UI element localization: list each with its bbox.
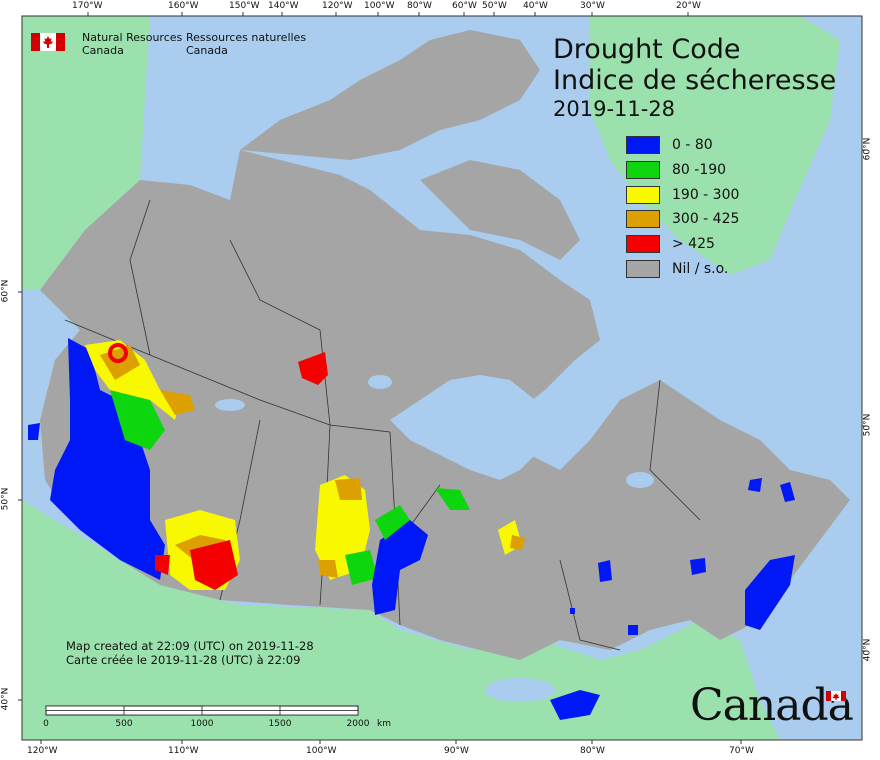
legend-swatch: [626, 235, 660, 253]
legend-swatch: [626, 260, 660, 278]
scale-bar-label: 1500: [268, 719, 292, 729]
lon-tick-label: 120°W: [27, 746, 58, 756]
lon-tick-label: 40°W: [523, 1, 548, 11]
scale-bar-label: 1000: [190, 719, 214, 729]
canada-wordmark: Canada: [690, 680, 854, 731]
zone-0-80: [550, 478, 795, 720]
arctic-island: [420, 160, 580, 260]
lon-tick-label: 110°W: [168, 746, 199, 756]
hudson-bay: [390, 375, 545, 480]
lon-tick-label: 60°W: [452, 1, 477, 11]
zone-80-190: [375, 488, 470, 540]
lon-tick-label: 140°W: [268, 1, 299, 11]
zone-80-190: [345, 550, 378, 585]
legend-item: > 425: [626, 234, 715, 254]
legend-item: 300 - 425: [626, 209, 739, 229]
legend-item: 80 -190: [626, 160, 726, 180]
legend-item: 190 - 300: [626, 185, 739, 205]
drought-zones: [28, 338, 795, 720]
alaska-land: [22, 16, 150, 290]
map-date: 2019-11-28: [553, 97, 676, 121]
legend-label: 80 -190: [672, 162, 727, 178]
zone-80-190: [110, 390, 165, 450]
legend-label: 190 - 300: [672, 187, 740, 203]
org-name-fr-line: Ressources naturelles: [186, 31, 307, 44]
map-frame: [21, 15, 863, 741]
legend-item: 0 - 80: [626, 135, 713, 155]
lon-tick-label: 160°W: [168, 1, 199, 11]
zone-0-80: [372, 520, 428, 615]
legend-label: > 425: [672, 236, 715, 252]
lat-tick-label: 40°N: [862, 638, 873, 662]
map-credit: Map created at 22:09 (UTC) on 2019-11-28…: [66, 639, 314, 667]
lon-tick-label: 170°W: [72, 1, 103, 11]
graticule-ticks: [18, 12, 866, 744]
credit-en: Map created at 22:09 (UTC) on 2019-11-28: [66, 639, 314, 653]
legend-swatch: [626, 161, 660, 179]
lon-tick-label: 30°W: [580, 1, 605, 11]
canada-flag-icon: [31, 33, 65, 51]
lon-tick-label: 120°W: [322, 1, 353, 11]
credit-fr: Carte créée le 2019-11-28 (UTC) à 22:09: [66, 653, 301, 667]
legend-label: 300 - 425: [672, 211, 740, 227]
lon-tick-label: 100°W: [364, 1, 395, 11]
lon-tick-label: 80°W: [580, 746, 605, 756]
lat-tick-label: 50°N: [0, 487, 11, 511]
usa-land: [22, 500, 780, 740]
lat-tick-label: 60°N: [862, 137, 873, 161]
lon-tick-label: 100°W: [306, 746, 337, 756]
org-name-en-line: Natural Resources: [82, 31, 183, 44]
scale-bar-label: 500: [115, 719, 133, 729]
org-name-fr-line: Canada: [186, 44, 228, 57]
lat-tick-label: 50°N: [862, 413, 873, 437]
lat-tick-label: 40°N: [0, 687, 11, 711]
scale-bar: [45, 705, 359, 716]
lon-tick-label: 20°W: [676, 1, 701, 11]
org-name-en-line: Canada: [82, 44, 124, 57]
legend-swatch: [626, 186, 660, 204]
legend-item: Nil / s.o.: [626, 259, 728, 279]
lon-tick-label: 50°W: [482, 1, 507, 11]
lat-tick-label: 60°N: [0, 279, 11, 303]
lon-tick-label: 80°W: [407, 1, 432, 11]
map-title-en: Drought Code: [553, 34, 741, 65]
map-title-fr: Indice de sécheresse: [553, 65, 837, 96]
zone-300-425: [318, 478, 362, 578]
org-name-fr: Ressources naturelles Canada: [186, 31, 306, 57]
zone-gt-425: [155, 540, 238, 590]
zone-gt-425: [108, 343, 128, 363]
arctic-island: [300, 125, 345, 150]
legend-swatch: [626, 136, 660, 154]
lon-tick-label: 70°W: [729, 746, 754, 756]
scale-bar-unit: km: [377, 719, 391, 729]
wordmark-flag-icon: [826, 691, 846, 701]
scale-bar-label: 2000: [346, 719, 370, 729]
legend-label: Nil / s.o.: [672, 261, 729, 277]
legend-label: 0 - 80: [672, 137, 713, 153]
zone-300-425: [510, 535, 525, 550]
zone-300-425: [100, 345, 195, 415]
scale-bar-label: 0: [43, 719, 49, 729]
lon-tick-label: 150°W: [229, 1, 260, 11]
lon-tick-label: 90°W: [444, 746, 469, 756]
zone-0-80: [50, 338, 165, 580]
org-name-en: Natural Resources Canada: [82, 31, 182, 57]
zone-0-80: [28, 423, 40, 440]
legend-swatch: [626, 210, 660, 228]
zone-gt-425: [298, 352, 328, 385]
